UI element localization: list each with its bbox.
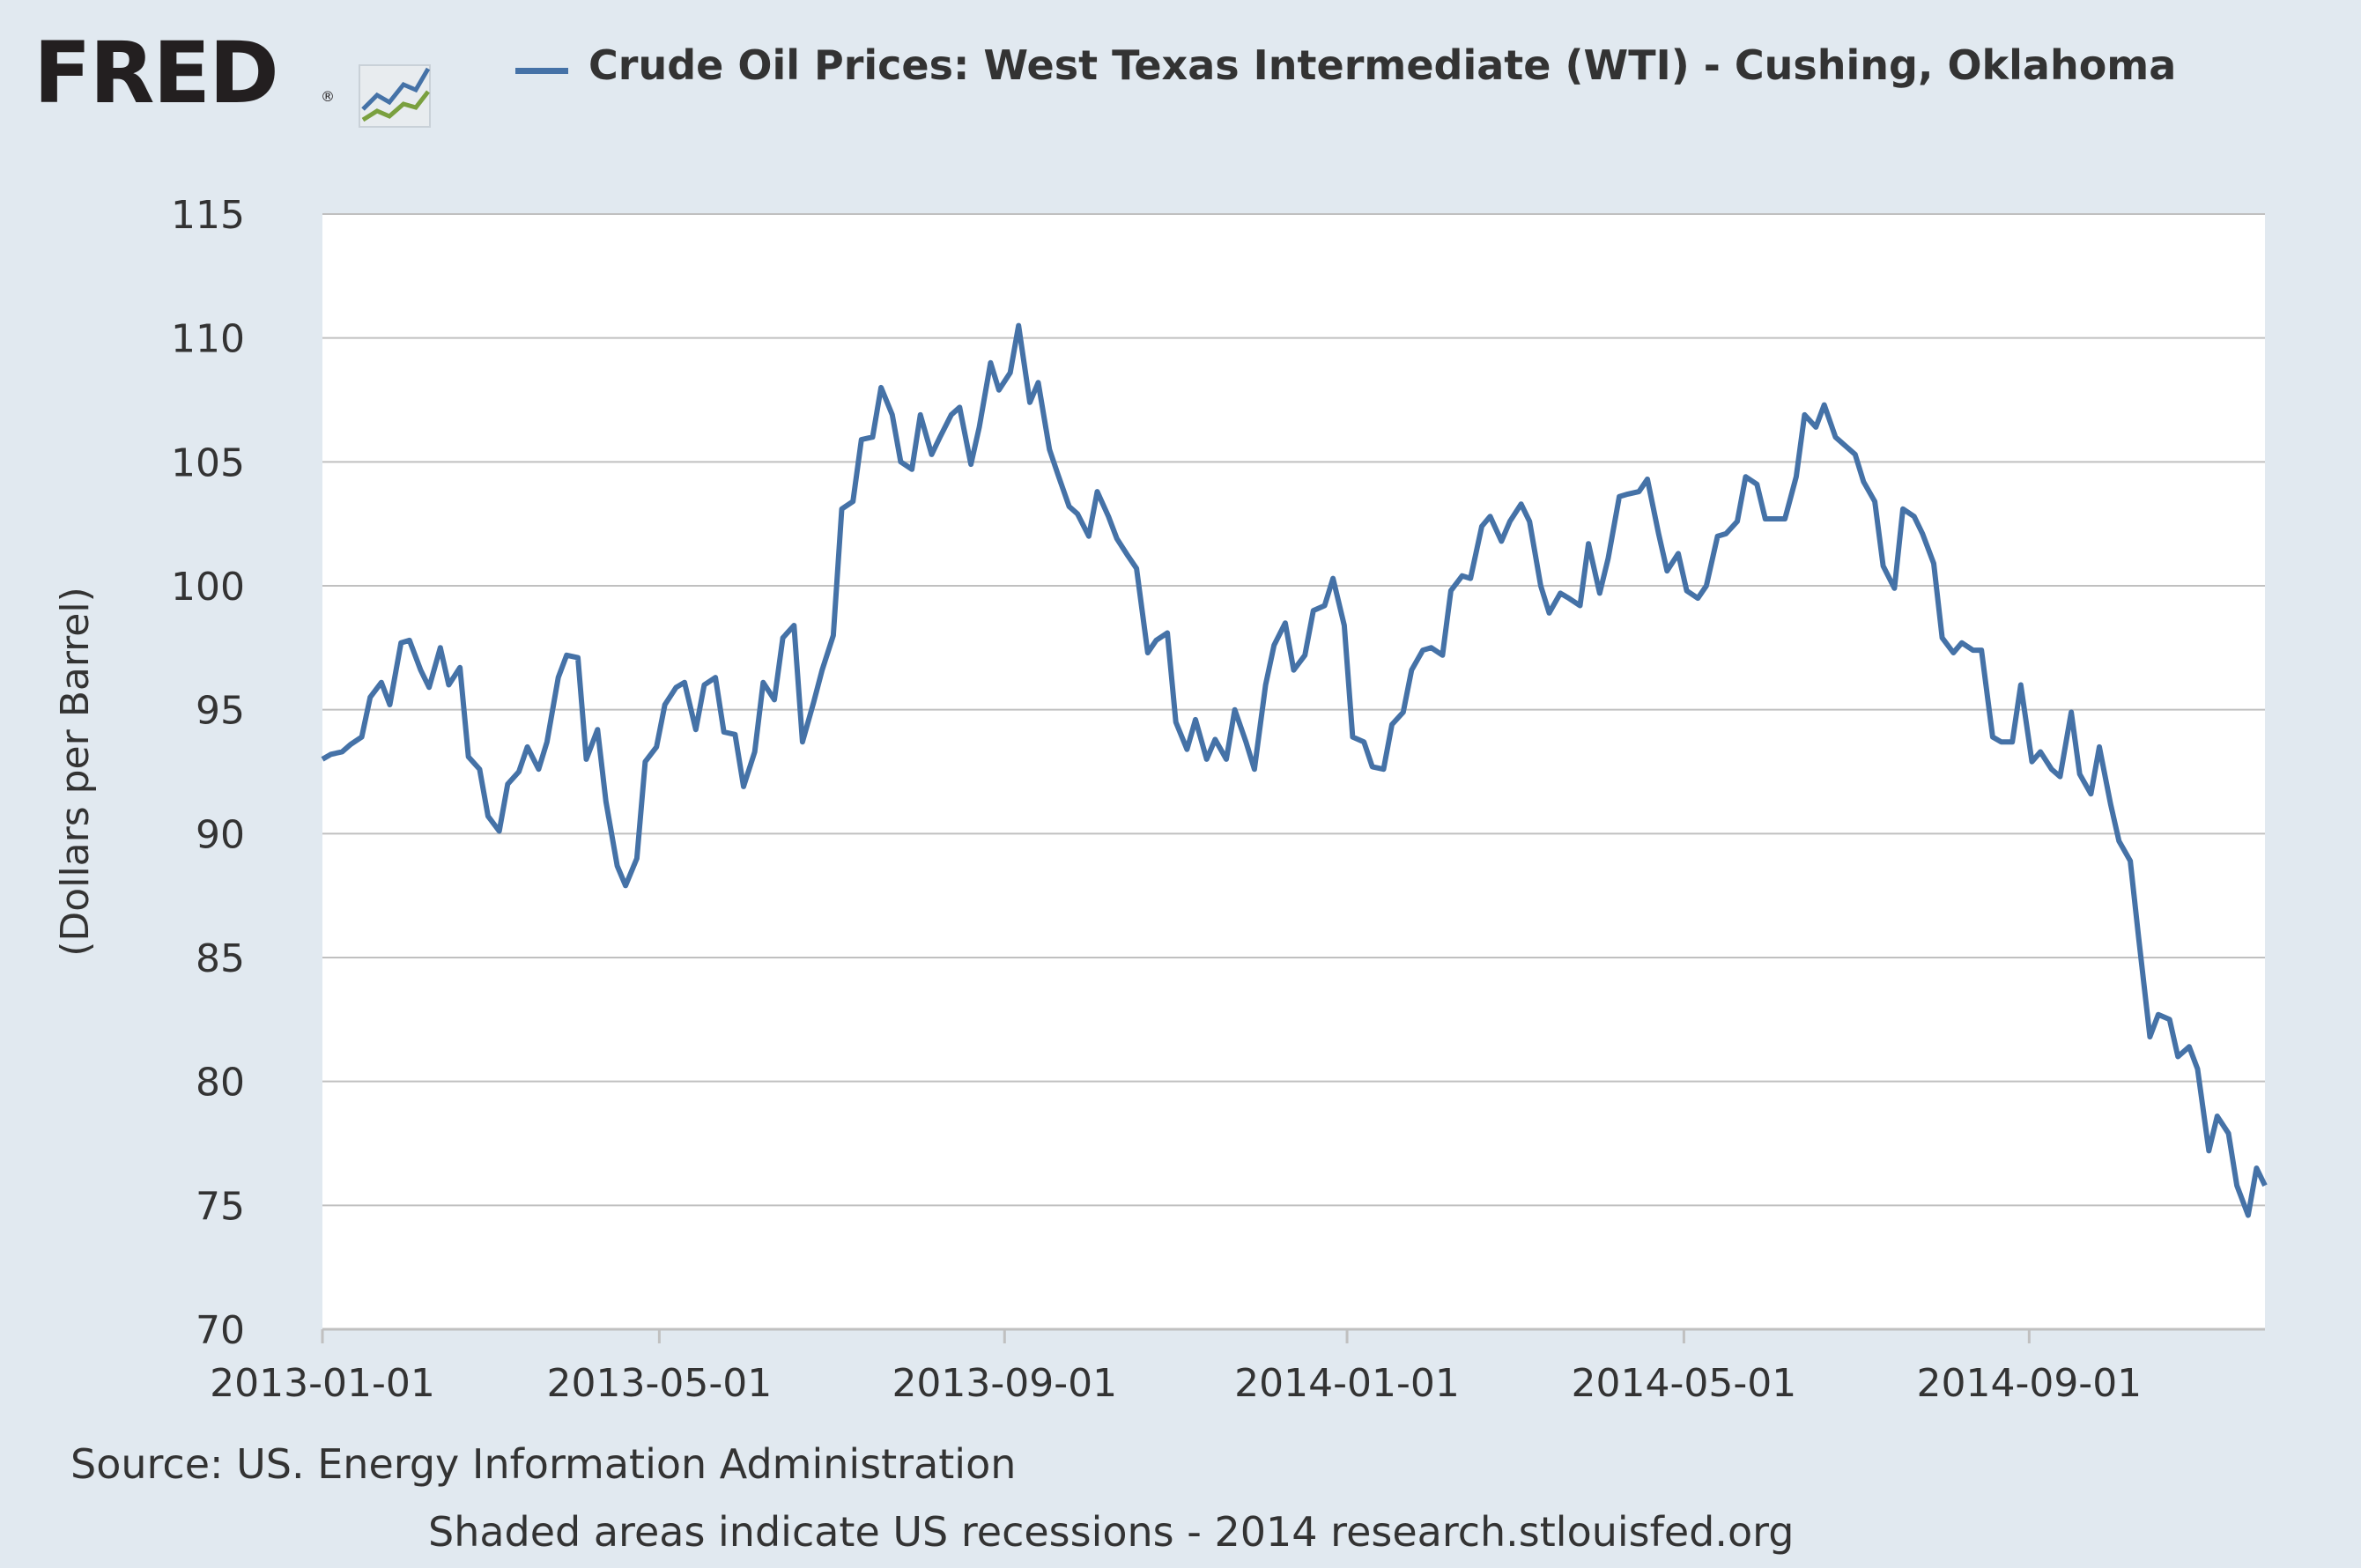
x-tick-label: 2014-01-01: [1234, 1361, 1460, 1406]
footer-note: Shaded areas indicate US recessions - 20…: [428, 1508, 1795, 1556]
line-chart-icon: [359, 64, 431, 128]
y-tick-label: 85: [196, 936, 245, 981]
series-lines: [321, 322, 2268, 1218]
x-tick-label: 2013-01-01: [210, 1361, 435, 1406]
chart-title: Crude Oil Prices: West Texas Intermediat…: [588, 41, 2177, 89]
y-tick-label: 100: [171, 565, 245, 610]
y-tick-labels: 70 75 80 85 90 95 100 105 110 115: [171, 193, 245, 1353]
plot-area: [322, 214, 2265, 1329]
grid-lines: [322, 213, 2265, 1207]
registered-mark: ®: [321, 88, 335, 105]
x-tick-label: 2014-05-01: [1572, 1361, 1797, 1406]
fred-logo: FRED ®: [33, 24, 431, 128]
y-tick-label: 75: [196, 1184, 245, 1229]
y-tick-label: 80: [196, 1061, 245, 1106]
y-axis-label: (Dollars per Barrel): [53, 587, 98, 957]
x-tick-label: 2014-09-01: [1916, 1361, 2142, 1406]
fred-logo-text: FRED: [33, 24, 279, 122]
y-tick-label: 115: [171, 193, 245, 238]
y-tick-label: 90: [196, 812, 245, 857]
x-tick-label: 2013-09-01: [892, 1361, 1117, 1406]
series-line-wti: [321, 322, 2268, 1218]
legend-swatch: [515, 68, 568, 74]
source-note: Source: US. Energy Information Administr…: [70, 1440, 1017, 1488]
y-tick-label: 105: [171, 440, 245, 485]
y-tick-label: 95: [196, 689, 245, 734]
x-axis: 2013-01-01 2013-05-01 2013-09-01 2014-01-01…: [210, 1328, 2265, 1406]
y-tick-label: 110: [171, 317, 245, 362]
y-tick-label: 70: [196, 1308, 245, 1353]
x-tick-label: 2013-05-01: [547, 1361, 773, 1406]
